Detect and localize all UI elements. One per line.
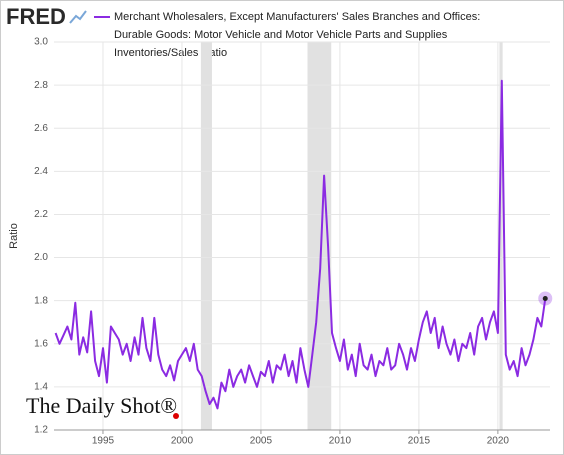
x-tick-label: 1995	[92, 436, 115, 447]
y-tick-label: 3.0	[34, 37, 48, 48]
x-tick-label: 2005	[250, 436, 273, 447]
data-line	[54, 79, 547, 410]
recession-band	[200, 42, 212, 430]
last-point	[542, 296, 548, 302]
x-tick-label: 2000	[171, 436, 194, 447]
y-tick-label: 1.6	[34, 338, 48, 349]
brand-icon	[69, 10, 87, 24]
y-tick-label: 1.8	[34, 295, 48, 306]
y-tick-label: 2.8	[34, 80, 48, 91]
watermark: The Daily Shot®	[26, 393, 177, 418]
y-tick-label: 2.6	[34, 123, 48, 134]
y-tick-label: 2.4	[34, 166, 48, 177]
y-axis-label: Ratio	[8, 223, 20, 249]
y-tick-label: 2.2	[34, 209, 48, 220]
chart-title: Durable Goods: Motor Vehicle and Motor V…	[114, 29, 448, 41]
y-tick-label: 2.0	[34, 252, 48, 263]
x-tick-label: 2015	[408, 436, 431, 447]
brand-logo: FRED	[6, 4, 66, 29]
recession-band	[307, 42, 332, 430]
x-tick-label: 2020	[487, 436, 510, 447]
y-tick-label: 1.4	[34, 382, 48, 393]
chart-title: Inventories/Sales Ratio	[114, 47, 227, 59]
chart-title: Merchant Wholesalers, Except Manufacture…	[114, 11, 480, 23]
recession-band	[499, 42, 503, 430]
x-tick-label: 2010	[329, 436, 352, 447]
y-tick-label: 1.2	[34, 425, 48, 436]
watermark-dot	[173, 413, 179, 419]
